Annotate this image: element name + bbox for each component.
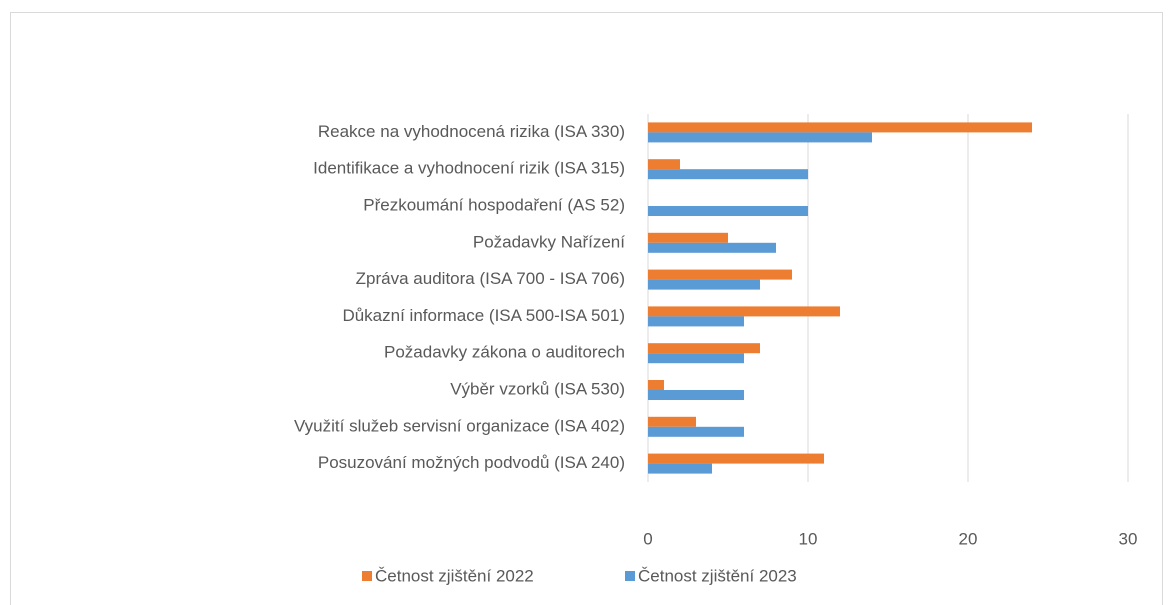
- bar: [648, 122, 1032, 133]
- y-tick-label: Využití služeb servisní organizace (ISA …: [294, 416, 625, 435]
- bar: [648, 206, 808, 216]
- y-tick-label: Důkazní informace (ISA 500-ISA 501): [342, 306, 625, 325]
- y-tick-label: Reakce na vyhodnocená rizika (ISA 330): [318, 122, 625, 141]
- bar: [648, 159, 680, 170]
- bar: [648, 343, 760, 354]
- bar: [648, 316, 744, 327]
- y-tick-label: Identifikace a vyhodnocení rizik (ISA 31…: [313, 159, 625, 178]
- bar: [648, 132, 872, 143]
- x-tick-label: 30: [1119, 529, 1138, 548]
- chart-border: [10, 12, 1163, 605]
- bar: [648, 306, 840, 317]
- bar: [648, 463, 712, 474]
- bar: [648, 416, 696, 427]
- y-tick-label: Výběr vzorků (ISA 530): [450, 379, 625, 398]
- legend-label: Četnost zjištění 2022: [375, 566, 534, 585]
- y-tick-label: Posuzování možných podvodů (ISA 240): [318, 453, 625, 472]
- bar: [648, 169, 808, 180]
- bar: [648, 279, 760, 290]
- x-tick-label: 0: [643, 529, 652, 548]
- legend-label: Četnost zjištění 2023: [638, 566, 797, 585]
- y-tick-label: Požadavky Nařízení: [473, 232, 625, 251]
- y-tick-label: Zpráva auditora (ISA 700 - ISA 706): [356, 269, 625, 288]
- bar: [648, 242, 776, 253]
- x-tick-label: 10: [799, 529, 818, 548]
- bar: [648, 390, 744, 400]
- bar: [648, 426, 744, 437]
- bar: [648, 453, 824, 464]
- bar: [648, 232, 728, 243]
- legend-swatch: [362, 571, 372, 581]
- bar: [648, 353, 744, 364]
- legend-swatch: [625, 571, 635, 581]
- bar: [648, 269, 792, 280]
- bar: [648, 380, 664, 390]
- x-tick-label: 20: [959, 529, 978, 548]
- y-tick-label: Požadavky zákona o auditorech: [384, 343, 625, 362]
- y-tick-label: Přezkoumání hospodaření (AS 52): [363, 195, 625, 214]
